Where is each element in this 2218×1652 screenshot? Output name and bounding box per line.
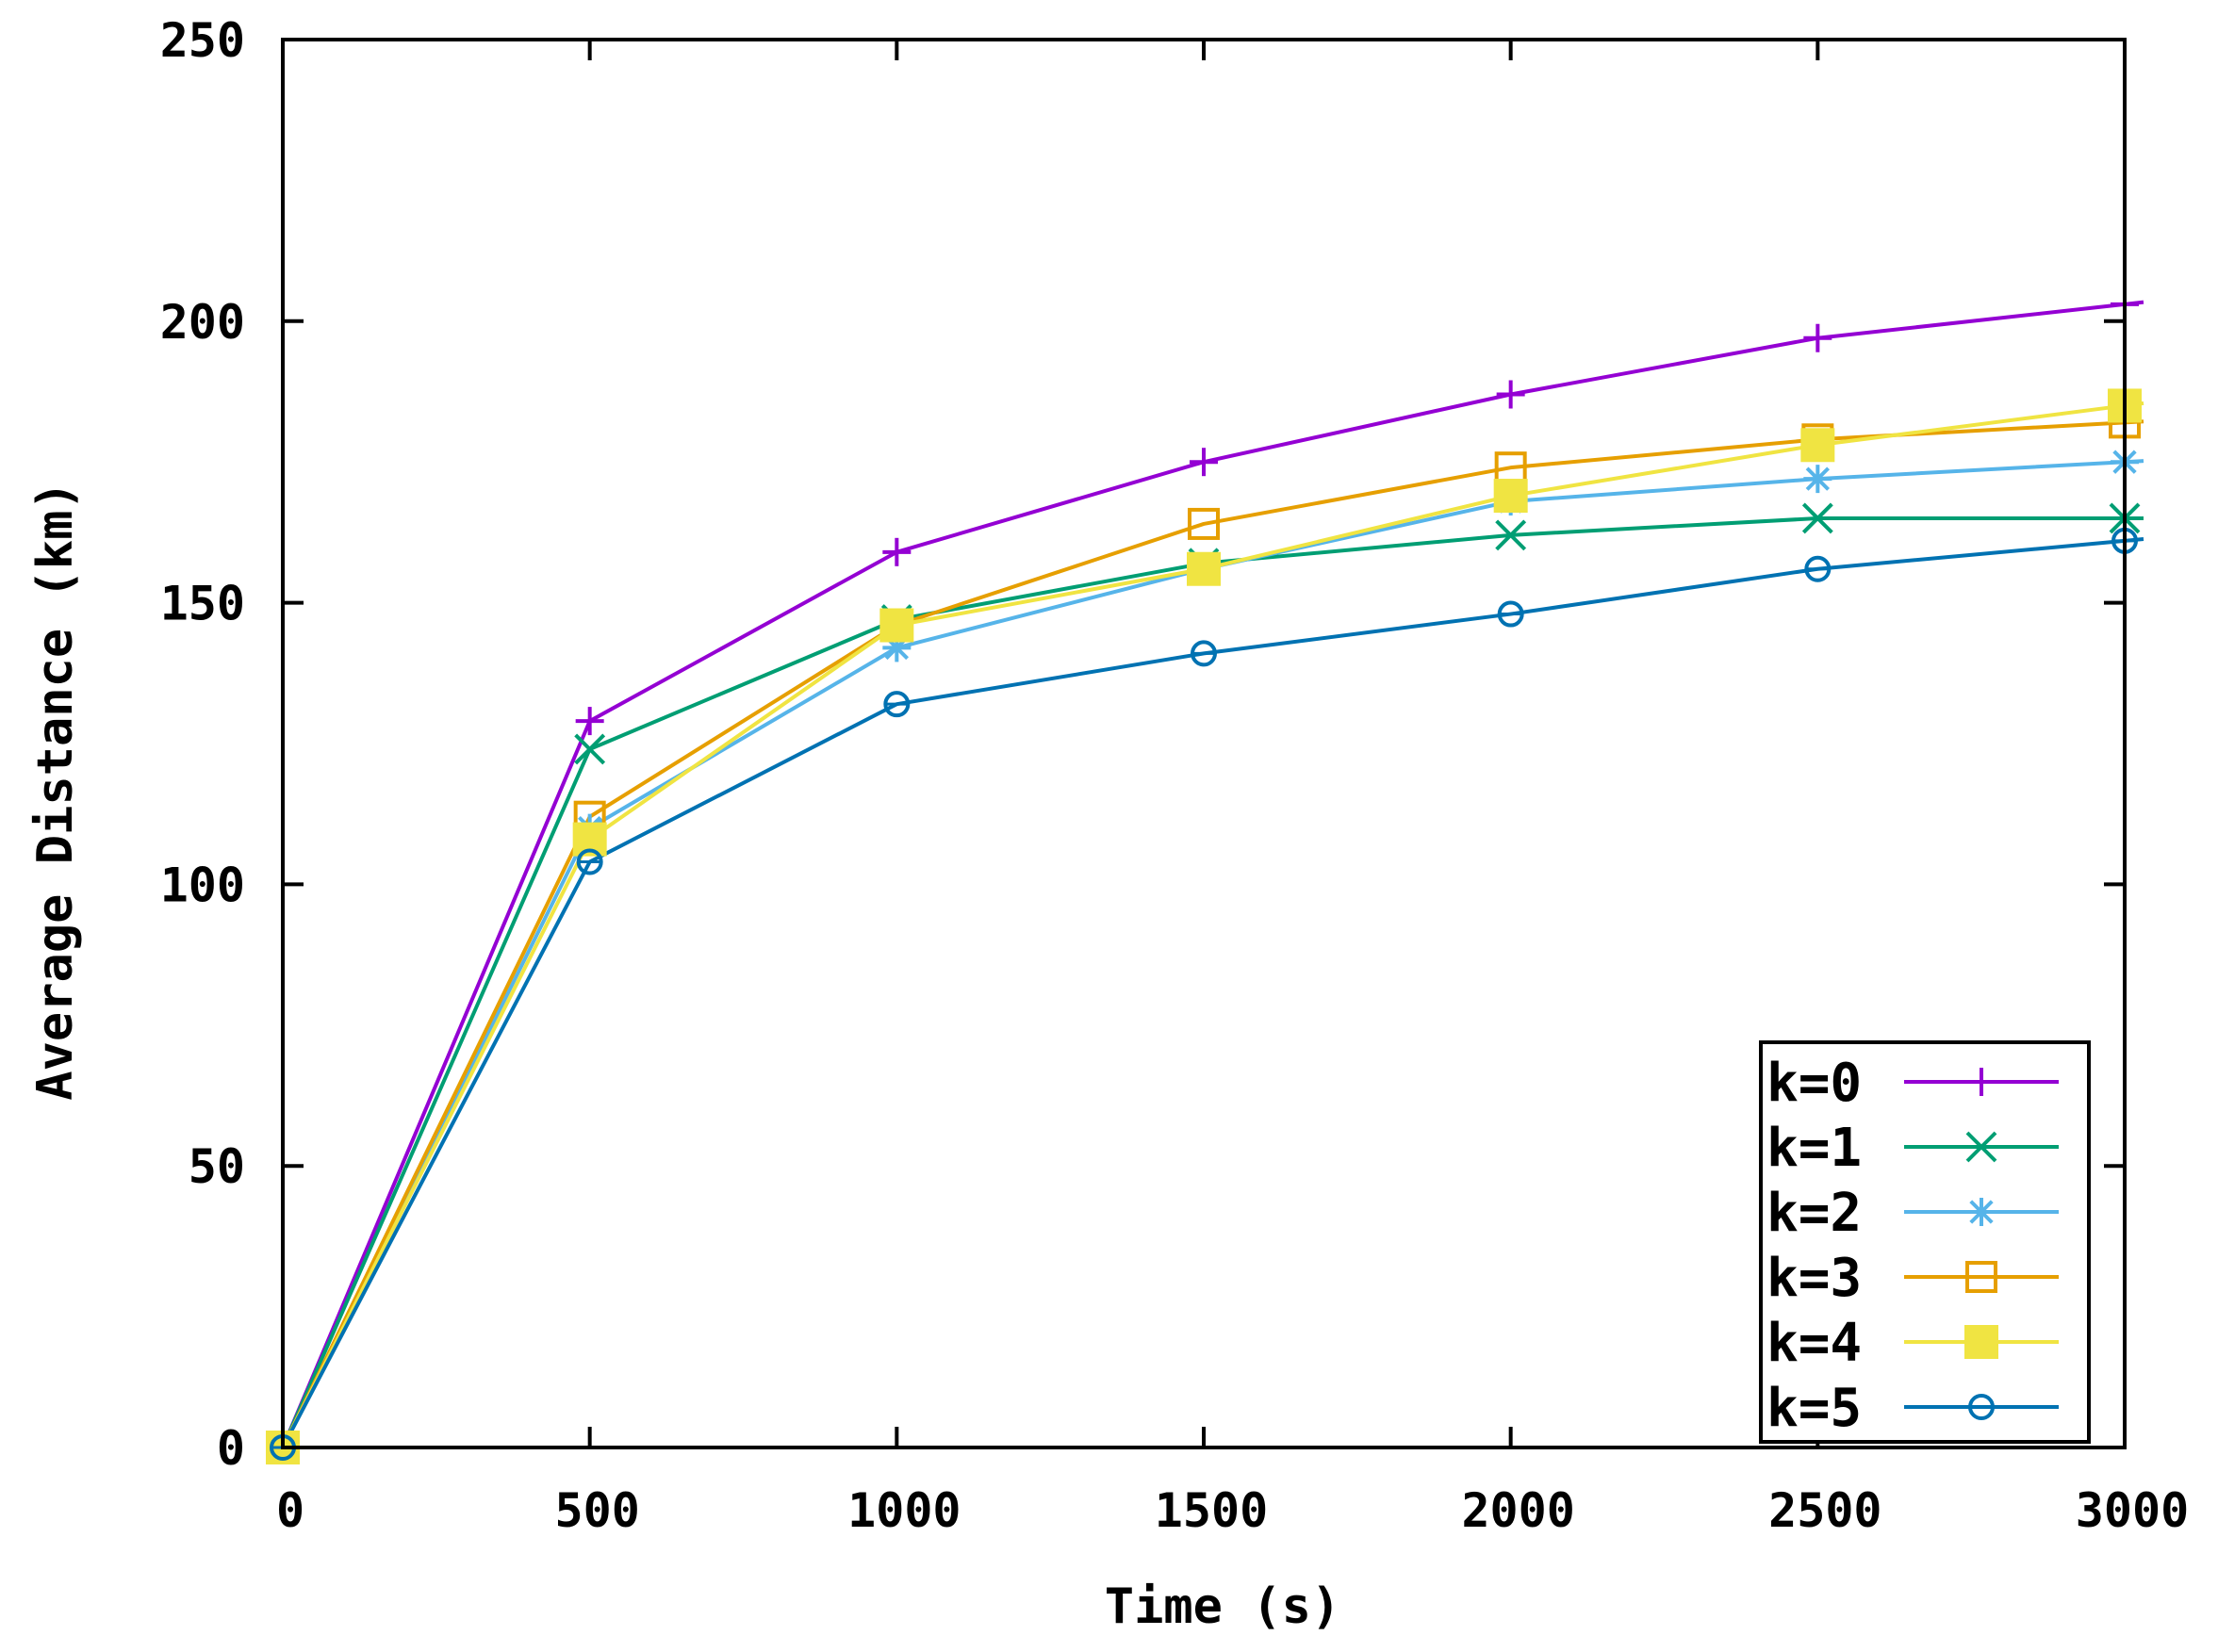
data-point-k4 — [1187, 551, 1221, 586]
data-point-k5 — [883, 691, 911, 718]
legend-label: k=3 — [1766, 1248, 1862, 1309]
y-tick-label: 0 — [217, 1421, 245, 1476]
data-point-k1 — [1495, 519, 1527, 551]
legend-swatch-marker — [1965, 1131, 1997, 1163]
legend: k=0k=1k=2k=3k=4k=5 — [1759, 1040, 2091, 1444]
legend-box — [1759, 1040, 2091, 1444]
legend-label: k=1 — [1766, 1118, 1862, 1179]
series-lines — [281, 300, 2144, 1448]
legend-swatch-marker — [1967, 1198, 1996, 1226]
series-line-k5 — [281, 537, 2144, 1448]
legend-label: k=4 — [1766, 1313, 1862, 1374]
legend-swatch-marker — [1964, 1325, 1998, 1359]
data-point-k4 — [1800, 428, 1835, 463]
data-point-k5 — [576, 848, 603, 875]
data-point-k0 — [882, 537, 912, 566]
legend-label: k=0 — [1766, 1053, 1862, 1114]
x-tick-label: 1500 — [1155, 1483, 1268, 1538]
data-point-k5 — [1804, 555, 1832, 582]
series-line-k0 — [281, 300, 2144, 1448]
data-point-k2 — [1803, 465, 1832, 494]
x-tick-label: 0 — [276, 1483, 304, 1538]
data-point-k0 — [1496, 380, 1525, 409]
legend-swatch-marker — [1965, 1261, 1997, 1293]
y-tick-label: 200 — [160, 295, 245, 350]
data-point-k5 — [1191, 640, 1217, 667]
legend-swatch-marker — [1967, 1068, 1996, 1096]
y-tick-label: 250 — [160, 13, 245, 68]
data-point-k1 — [1801, 502, 1833, 534]
x-tick-label: 3000 — [2076, 1483, 2189, 1538]
series-line-k3 — [281, 419, 2144, 1448]
data-point-k0 — [1803, 323, 1832, 352]
axis-ticks — [281, 38, 2127, 1449]
x-tick-label: 500 — [555, 1483, 640, 1538]
y-tick-label: 50 — [189, 1139, 245, 1194]
legend-label: k=2 — [1766, 1183, 1862, 1244]
data-point-k4 — [1493, 479, 1528, 514]
legend-swatch-marker — [1968, 1394, 1995, 1420]
y-tick-label: 150 — [160, 577, 245, 631]
data-point-k0 — [1190, 448, 1218, 477]
data-point-k1 — [574, 733, 606, 765]
data-point-k3 — [1188, 507, 1220, 540]
x-tick-label: 2000 — [1461, 1483, 1574, 1538]
data-point-k4 — [879, 608, 914, 643]
y-tick-label: 100 — [160, 858, 245, 912]
y-axis-label: Average Distance (km) — [27, 481, 84, 1100]
axis-tick-labels: 0 500 1000 1500 2000 2500 3000 0 50 100 150 200 250 — [160, 13, 2190, 1538]
x-tick-label: 1000 — [847, 1483, 961, 1538]
series-line-k2 — [281, 459, 2144, 1448]
legend-label: k=5 — [1766, 1378, 1862, 1439]
series-line-k4 — [281, 401, 2144, 1448]
x-tick-label: 2500 — [1768, 1483, 1881, 1538]
x-axis-label: Time (s) — [1105, 1578, 1340, 1635]
series-line-k1 — [281, 515, 2144, 1448]
data-point-k5 — [1497, 600, 1524, 628]
data-point-k0 — [575, 707, 604, 736]
